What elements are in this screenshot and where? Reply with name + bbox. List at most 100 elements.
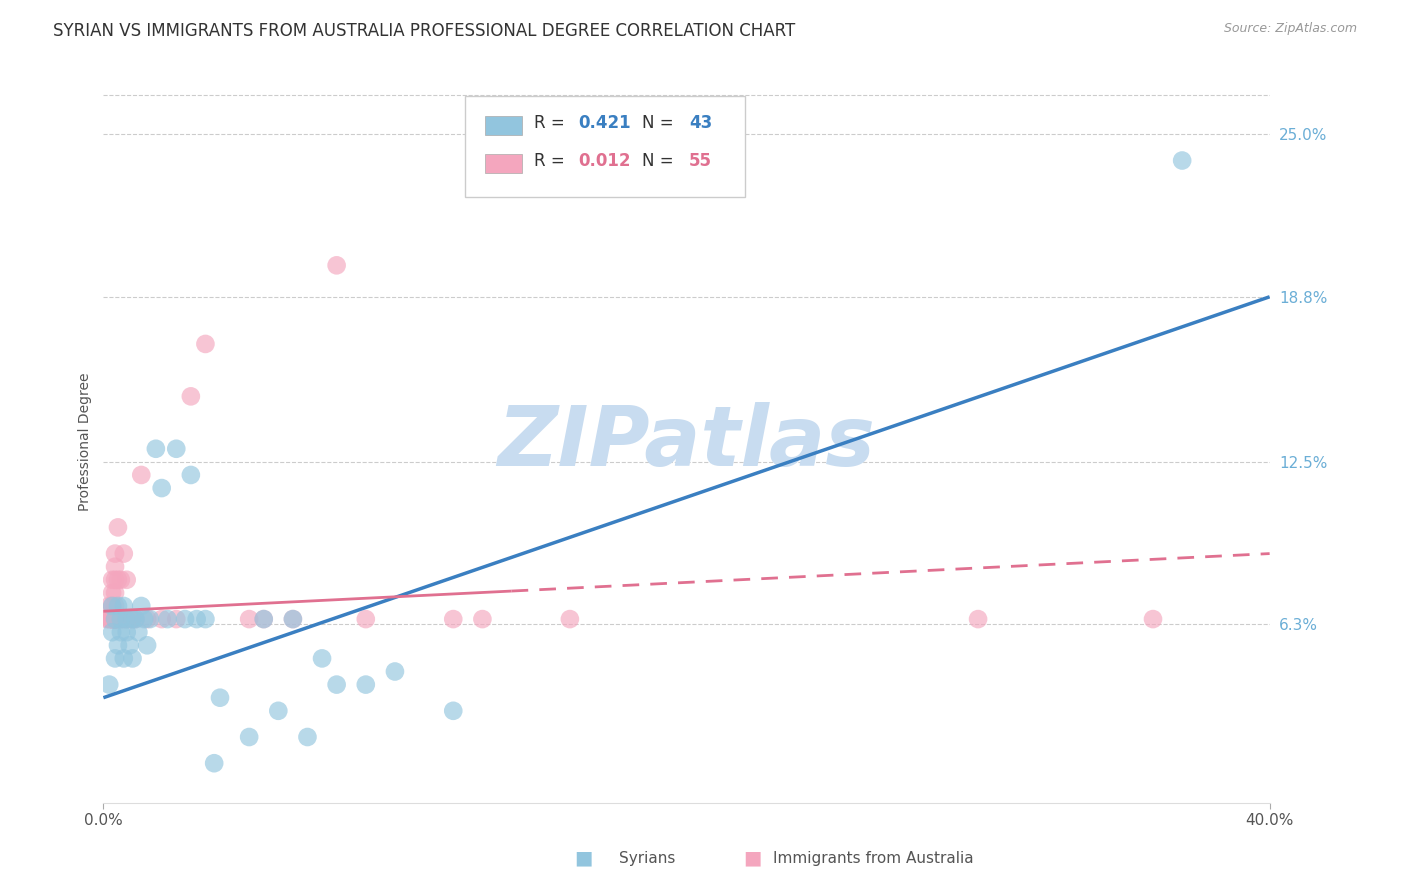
- Point: [325, 677, 347, 691]
- Point: [101, 612, 124, 626]
- Text: R =: R =: [534, 153, 569, 170]
- Point: [110, 612, 132, 626]
- Point: [156, 612, 179, 626]
- Text: R =: R =: [534, 114, 569, 132]
- Point: [253, 612, 276, 626]
- Point: [101, 612, 124, 626]
- FancyBboxPatch shape: [465, 96, 745, 197]
- Point: [127, 625, 149, 640]
- Text: ZIPatlas: ZIPatlas: [498, 401, 876, 483]
- Point: [202, 756, 225, 771]
- Point: [110, 612, 132, 626]
- Point: [194, 612, 217, 626]
- Point: [136, 612, 159, 626]
- Point: [354, 677, 377, 691]
- Point: [107, 638, 129, 652]
- Point: [121, 612, 143, 626]
- Text: Syrians: Syrians: [619, 851, 675, 865]
- Point: [267, 704, 290, 718]
- Point: [104, 651, 127, 665]
- Point: [104, 586, 127, 600]
- Point: [101, 612, 124, 626]
- Point: [136, 638, 159, 652]
- Point: [110, 625, 132, 640]
- Point: [104, 612, 127, 626]
- Point: [112, 612, 135, 626]
- Point: [150, 481, 173, 495]
- Point: [98, 612, 121, 626]
- FancyBboxPatch shape: [485, 116, 522, 135]
- Point: [441, 704, 464, 718]
- Y-axis label: Professional Degree: Professional Degree: [79, 373, 93, 511]
- Point: [104, 559, 127, 574]
- Point: [967, 612, 990, 626]
- Point: [104, 612, 127, 626]
- Point: [165, 442, 187, 456]
- Text: ■: ■: [574, 848, 593, 868]
- Point: [101, 625, 124, 640]
- Point: [104, 612, 127, 626]
- Point: [101, 573, 124, 587]
- Point: [384, 665, 406, 679]
- Point: [180, 467, 202, 482]
- Point: [174, 612, 197, 626]
- Point: [112, 547, 135, 561]
- Point: [107, 573, 129, 587]
- Text: SYRIAN VS IMMIGRANTS FROM AUSTRALIA PROFESSIONAL DEGREE CORRELATION CHART: SYRIAN VS IMMIGRANTS FROM AUSTRALIA PROF…: [53, 22, 796, 40]
- Point: [101, 599, 124, 613]
- Text: ■: ■: [742, 848, 762, 868]
- Point: [134, 612, 156, 626]
- Point: [112, 599, 135, 613]
- FancyBboxPatch shape: [485, 154, 522, 173]
- Point: [471, 612, 494, 626]
- Text: 43: 43: [689, 114, 711, 132]
- Point: [110, 573, 132, 587]
- Point: [115, 573, 138, 587]
- Point: [107, 520, 129, 534]
- Point: [96, 612, 118, 626]
- Point: [354, 612, 377, 626]
- Point: [238, 730, 260, 744]
- Point: [145, 442, 167, 456]
- Point: [101, 612, 124, 626]
- Point: [1171, 153, 1194, 168]
- Point: [311, 651, 333, 665]
- Point: [139, 612, 162, 626]
- Point: [1142, 612, 1164, 626]
- Point: [124, 612, 146, 626]
- Point: [104, 612, 127, 626]
- Point: [129, 599, 152, 613]
- Point: [115, 612, 138, 626]
- Point: [104, 612, 127, 626]
- Point: [115, 612, 138, 626]
- Point: [124, 612, 146, 626]
- Point: [180, 389, 202, 403]
- Text: N =: N =: [643, 114, 679, 132]
- Point: [101, 612, 124, 626]
- Point: [101, 599, 124, 613]
- Text: 0.421: 0.421: [578, 114, 631, 132]
- Point: [118, 612, 141, 626]
- Point: [165, 612, 187, 626]
- Point: [107, 599, 129, 613]
- Text: 55: 55: [689, 153, 711, 170]
- Text: 0.012: 0.012: [578, 153, 630, 170]
- Text: Source: ZipAtlas.com: Source: ZipAtlas.com: [1223, 22, 1357, 36]
- Point: [121, 612, 143, 626]
- Point: [104, 599, 127, 613]
- Point: [325, 258, 347, 272]
- Point: [558, 612, 581, 626]
- Point: [112, 651, 135, 665]
- Point: [101, 586, 124, 600]
- Point: [150, 612, 173, 626]
- Point: [208, 690, 231, 705]
- Text: N =: N =: [643, 153, 679, 170]
- Point: [115, 625, 138, 640]
- Point: [238, 612, 260, 626]
- Point: [98, 677, 121, 691]
- Point: [194, 337, 217, 351]
- Point: [104, 547, 127, 561]
- Point: [104, 612, 127, 626]
- Point: [297, 730, 319, 744]
- Point: [104, 612, 127, 626]
